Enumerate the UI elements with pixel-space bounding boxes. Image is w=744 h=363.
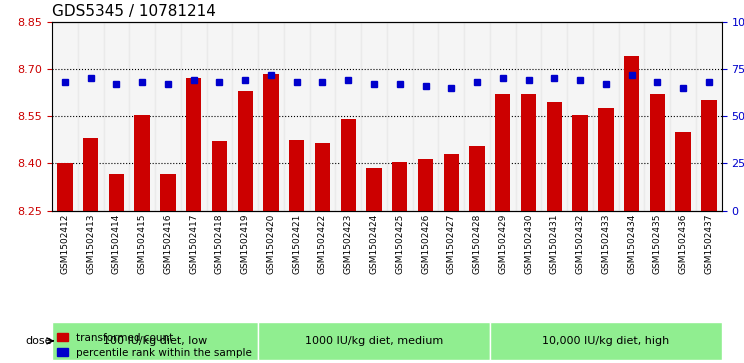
Bar (212, 141, 227, 211)
Bar (619, 22, 644, 211)
Bar (52, 22, 78, 211)
Bar (366, 168, 382, 211)
Text: GSM1502434: GSM1502434 (627, 213, 636, 274)
Bar (413, 22, 438, 211)
Text: GSM1502437: GSM1502437 (705, 213, 713, 274)
Text: GSM1502412: GSM1502412 (60, 213, 69, 274)
Bar (464, 22, 490, 211)
FancyBboxPatch shape (52, 322, 258, 360)
Bar (181, 22, 207, 211)
Bar (676, 132, 690, 211)
Bar (315, 143, 330, 211)
Legend: transformed count, percentile rank within the sample: transformed count, percentile rank withi… (57, 333, 252, 358)
Text: 100 IU/kg diet, low: 100 IU/kg diet, low (103, 336, 208, 346)
Text: GSM1502429: GSM1502429 (498, 213, 507, 274)
Text: GSM1502425: GSM1502425 (395, 213, 404, 274)
Text: GSM1502427: GSM1502427 (446, 213, 456, 274)
Bar (83, 138, 98, 211)
Text: GSM1502421: GSM1502421 (292, 213, 301, 274)
Text: GSM1502424: GSM1502424 (370, 213, 379, 274)
Bar (644, 22, 670, 211)
Bar (469, 146, 485, 211)
Bar (109, 174, 124, 211)
Text: GSM1502432: GSM1502432 (576, 213, 585, 274)
Text: GSM1502431: GSM1502431 (550, 213, 559, 274)
Bar (341, 119, 356, 211)
Bar (103, 22, 129, 211)
Text: GSM1502416: GSM1502416 (164, 213, 173, 274)
Text: GSM1502435: GSM1502435 (652, 213, 662, 274)
Bar (593, 22, 619, 211)
Bar (57, 163, 73, 211)
Text: 10,000 IU/kg diet, high: 10,000 IU/kg diet, high (542, 336, 670, 346)
Text: GSM1502426: GSM1502426 (421, 213, 430, 274)
Text: GSM1502413: GSM1502413 (86, 213, 95, 274)
Text: GSM1502415: GSM1502415 (138, 213, 147, 274)
Bar (186, 78, 202, 211)
Text: GSM1502414: GSM1502414 (112, 213, 121, 274)
Bar (567, 22, 593, 211)
Text: GSM1502422: GSM1502422 (318, 213, 327, 274)
Text: GSM1502436: GSM1502436 (679, 213, 687, 274)
Bar (495, 94, 510, 211)
Bar (696, 22, 722, 211)
Bar (310, 22, 336, 211)
Text: GSM1502430: GSM1502430 (524, 213, 533, 274)
FancyBboxPatch shape (490, 322, 722, 360)
Text: dose: dose (25, 336, 52, 346)
Text: GSM1502423: GSM1502423 (344, 213, 353, 274)
Bar (516, 22, 542, 211)
Bar (542, 22, 567, 211)
Text: GSM1502419: GSM1502419 (241, 213, 250, 274)
Bar (258, 22, 284, 211)
Bar (572, 115, 588, 211)
Bar (418, 159, 433, 211)
Text: GDS5345 / 10781214: GDS5345 / 10781214 (52, 4, 216, 19)
Bar (78, 22, 103, 211)
Text: GSM1502417: GSM1502417 (189, 213, 198, 274)
Bar (237, 91, 253, 211)
Bar (650, 94, 665, 211)
Bar (160, 174, 176, 211)
Bar (490, 22, 516, 211)
Bar (336, 22, 361, 211)
Bar (392, 162, 408, 211)
Bar (263, 74, 279, 211)
Bar (129, 22, 155, 211)
Bar (670, 22, 696, 211)
Bar (438, 22, 464, 211)
Bar (521, 94, 536, 211)
Bar (701, 101, 716, 211)
Text: GSM1502433: GSM1502433 (601, 213, 610, 274)
Bar (232, 22, 258, 211)
Bar (207, 22, 232, 211)
Bar (598, 108, 614, 211)
Bar (289, 140, 304, 211)
Text: 1000 IU/kg diet, medium: 1000 IU/kg diet, medium (305, 336, 443, 346)
Bar (284, 22, 310, 211)
Bar (547, 102, 562, 211)
Bar (155, 22, 181, 211)
Bar (623, 56, 639, 211)
Text: GSM1502420: GSM1502420 (266, 213, 275, 274)
Bar (135, 115, 150, 211)
Text: GSM1502418: GSM1502418 (215, 213, 224, 274)
Bar (443, 154, 459, 211)
Text: GSM1502428: GSM1502428 (472, 213, 481, 274)
Bar (361, 22, 387, 211)
FancyBboxPatch shape (258, 322, 490, 360)
Bar (387, 22, 413, 211)
